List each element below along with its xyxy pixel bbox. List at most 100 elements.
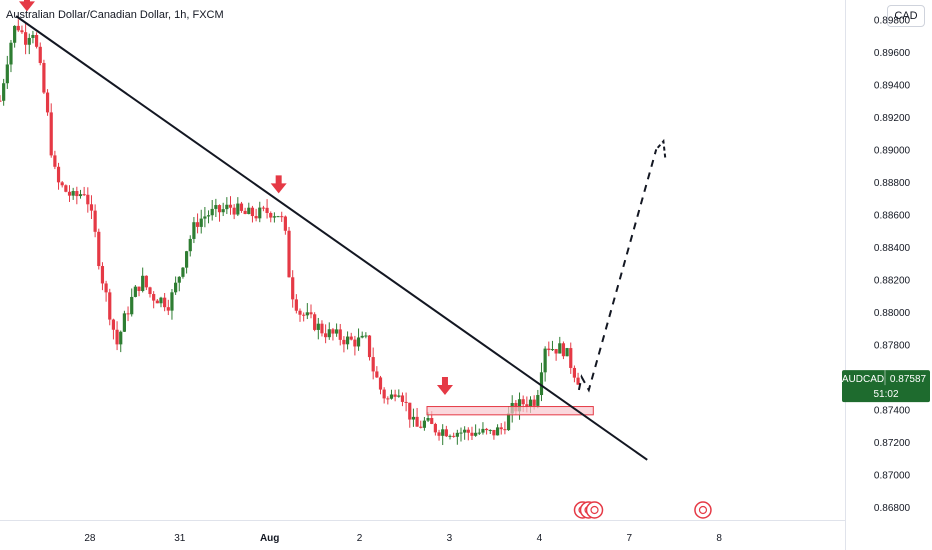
candle-body — [78, 194, 83, 197]
candle-body — [53, 155, 57, 167]
candle-body — [539, 372, 544, 396]
chart-title: Australian Dollar/Canadian Dollar, 1h, F… — [6, 9, 224, 21]
candle-body — [133, 286, 137, 297]
candle-body — [543, 348, 547, 373]
candle-body — [547, 348, 551, 351]
candle-body — [49, 112, 53, 156]
event-flag-icon[interactable] — [694, 501, 712, 519]
price-tag-countdown: 51:02 — [873, 389, 898, 400]
candle-body — [42, 62, 46, 93]
candle-body — [422, 420, 427, 428]
candle-body — [148, 287, 152, 295]
support-zone[interactable] — [426, 406, 594, 416]
down-arrow-icon — [18, 0, 35, 12]
candle-body — [155, 300, 159, 304]
candle-body — [360, 335, 364, 338]
candle-body — [433, 423, 437, 433]
projection-arrowhead — [655, 138, 667, 158]
price-tag-value: 0.87587 — [890, 374, 927, 385]
candle-body — [236, 203, 240, 215]
candle-body — [554, 349, 558, 354]
candle-body — [481, 428, 485, 433]
candle-body — [38, 46, 42, 63]
y-tick-label: 0.88200 — [874, 275, 911, 286]
trendline[interactable] — [15, 15, 648, 461]
candle-body — [294, 299, 298, 311]
candle-body — [576, 377, 580, 385]
event-flag-icon-inner — [590, 505, 599, 515]
candle-body — [108, 292, 112, 320]
candle-body — [16, 25, 20, 31]
event-flag-icon[interactable] — [585, 501, 604, 519]
candle-body — [459, 432, 463, 434]
candle-body — [144, 275, 148, 288]
x-tick-label: Aug — [260, 533, 279, 544]
price-tag-symbol: AUDCAD — [842, 374, 884, 385]
candle-body — [269, 213, 273, 218]
candle-body — [56, 166, 61, 183]
candle-body — [389, 394, 394, 399]
candle-body — [0, 100, 2, 102]
candle-body — [320, 323, 324, 334]
candle-body — [331, 329, 335, 334]
candle-body — [378, 377, 383, 390]
candle-body — [199, 218, 203, 227]
candle-body — [152, 294, 156, 301]
event-flag-icon-inner — [698, 505, 708, 515]
candle-body — [324, 333, 328, 338]
candle-body — [470, 432, 474, 436]
candle-body — [93, 210, 97, 232]
candle-body — [250, 207, 255, 217]
candle-body — [437, 432, 441, 436]
candle-body — [349, 336, 353, 340]
candle-body — [572, 367, 577, 378]
candle-body — [532, 399, 536, 406]
candle-body — [170, 292, 174, 311]
candle-body — [298, 310, 302, 315]
x-tick-label: 4 — [537, 533, 543, 544]
candle-body — [239, 203, 244, 211]
candle-body — [27, 37, 31, 45]
candle-body — [474, 432, 478, 436]
candle-body — [174, 282, 178, 293]
candle-body — [100, 266, 105, 284]
y-tick-label: 0.87000 — [874, 470, 911, 481]
candle-body — [397, 395, 401, 397]
candle-body — [67, 191, 72, 196]
projection-path[interactable] — [577, 149, 658, 393]
candle-body — [345, 336, 350, 345]
candle-body — [386, 398, 390, 400]
candle-body — [177, 276, 181, 283]
candle-body — [243, 210, 247, 215]
candle-body — [75, 191, 79, 197]
candle-body — [86, 194, 90, 205]
candle-body — [382, 389, 386, 399]
candle-body — [34, 34, 39, 47]
candle-body — [119, 331, 123, 345]
candle-body — [13, 25, 17, 43]
currency-button[interactable]: CAD — [887, 5, 925, 27]
y-tick-label: 0.89800 — [874, 15, 911, 26]
candle-body — [217, 205, 222, 213]
candle-body — [163, 297, 167, 308]
candle-body — [254, 216, 258, 219]
candle-body — [356, 337, 361, 347]
candle-body — [126, 313, 130, 315]
candle-body — [558, 343, 562, 354]
candle-body — [5, 64, 9, 84]
candle-body — [232, 207, 236, 215]
x-tick-label: 31 — [174, 533, 186, 544]
candle-body — [426, 418, 430, 421]
candle-body — [206, 215, 211, 217]
candle-body — [565, 348, 569, 357]
candle-body — [404, 401, 408, 403]
candle-body — [536, 395, 540, 406]
candle-body — [272, 216, 277, 218]
candle-body — [305, 312, 309, 316]
down-arrow-icon — [436, 376, 453, 395]
y-tick-label: 0.89000 — [874, 145, 911, 156]
candle-body — [159, 297, 163, 304]
candle-body — [334, 329, 339, 334]
candle-body — [517, 399, 522, 412]
